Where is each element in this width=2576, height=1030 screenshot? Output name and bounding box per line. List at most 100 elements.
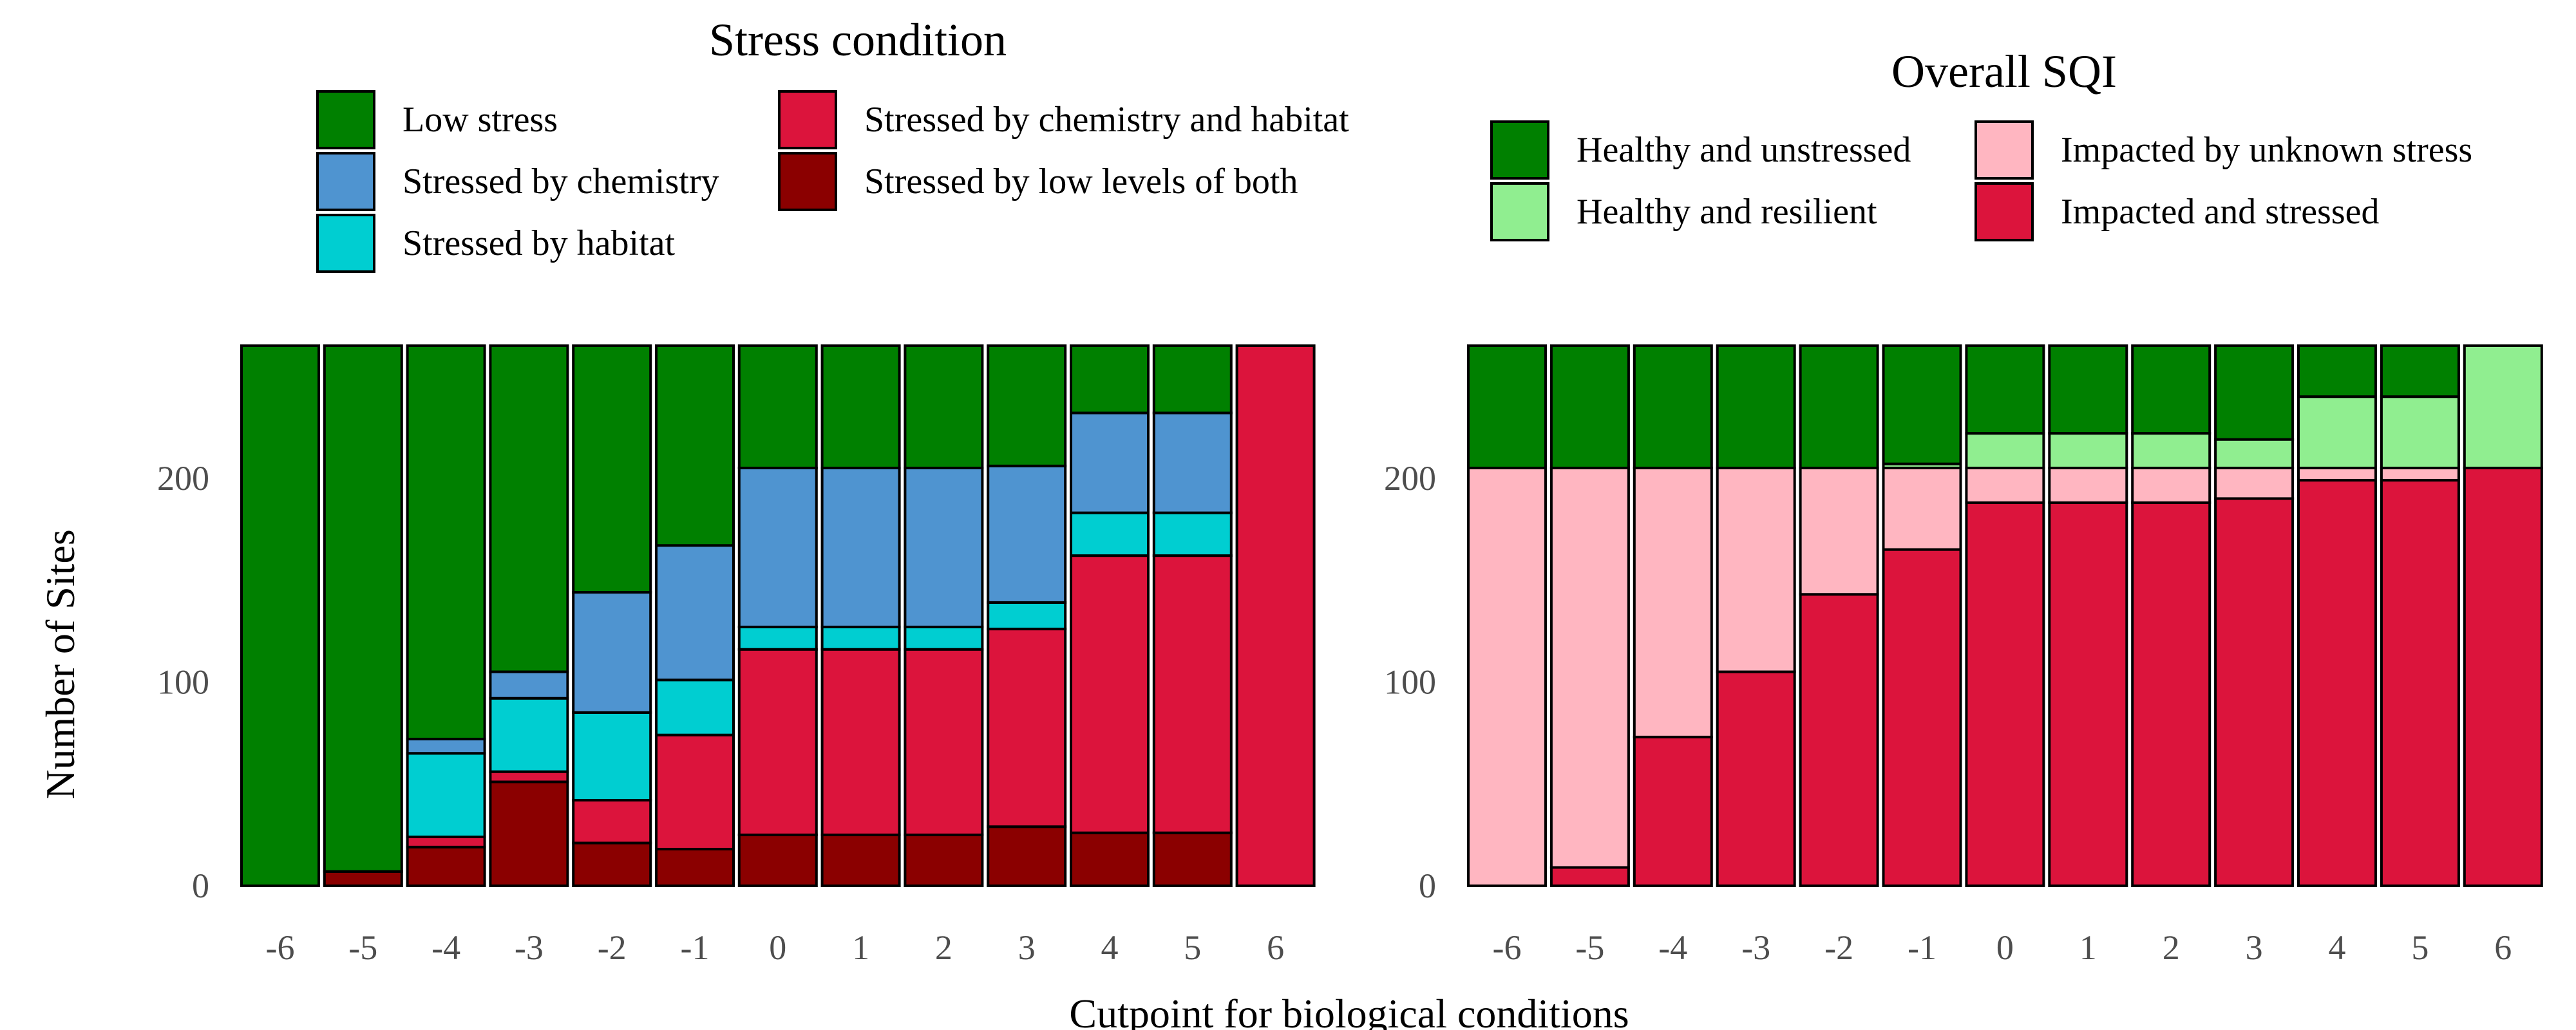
legend-swatch bbox=[1490, 182, 1549, 241]
bar-segment-low-stress bbox=[655, 344, 735, 547]
x-tick-label: 0 bbox=[769, 928, 786, 967]
bar-segment-stressed-by-low-levels-of-both bbox=[406, 845, 486, 888]
x-tick-label: -6 bbox=[266, 928, 295, 967]
legend-swatch bbox=[1490, 120, 1549, 180]
legend-label: Stressed by chemistry bbox=[402, 162, 719, 201]
bar-segment-stressed-by-habitat bbox=[406, 752, 486, 839]
x-tick-label: 3 bbox=[2246, 928, 2263, 967]
x-tick-label: -5 bbox=[348, 928, 377, 967]
bar-segment-stressed-by-habitat bbox=[987, 601, 1067, 631]
x-tick-label: -5 bbox=[1575, 928, 1604, 967]
bar-segment-stressed-by-chemistry bbox=[1152, 411, 1233, 514]
legend-label: Impacted by unknown stress bbox=[2061, 130, 2472, 170]
bar-segment-stressed-by-chemistry bbox=[1070, 411, 1150, 514]
bar-segment-impacted-and-stressed bbox=[2380, 478, 2460, 887]
bar-segment-healthy-and-resilient bbox=[2380, 395, 2460, 469]
bar-segment-healthy-and-resilient bbox=[1965, 432, 2045, 469]
bar-segment-healthy-and-unstressed bbox=[2214, 344, 2295, 441]
bar-segment-impacted-and-stressed bbox=[2131, 501, 2211, 887]
bar-segment-stressed-by-habitat bbox=[737, 625, 818, 651]
legend-label: Low stress bbox=[402, 100, 558, 140]
legend-swatch bbox=[1975, 182, 2034, 241]
bar-segment-low-stress bbox=[737, 344, 818, 469]
y-tick-label: 100 bbox=[1384, 662, 1436, 701]
x-tick-label: 6 bbox=[2494, 928, 2512, 967]
bar-segment-stressed-by-habitat bbox=[489, 697, 569, 773]
x-tick-label: 6 bbox=[1267, 928, 1284, 967]
bar-segment-stressed-by-low-levels-of-both bbox=[904, 833, 984, 887]
x-tick-label: -3 bbox=[515, 928, 544, 967]
legend-swatch bbox=[316, 90, 375, 149]
legend-label: Healthy and resilient bbox=[1577, 192, 1877, 232]
bar-segment-healthy-and-unstressed bbox=[1549, 344, 1630, 469]
bar-segment-impacted-and-stressed bbox=[1882, 548, 1962, 887]
bar-segment-stressed-by-chemistry-and-habitat bbox=[1235, 344, 1316, 887]
bar-segment-stressed-by-habitat bbox=[655, 679, 735, 736]
x-tick-label: -1 bbox=[681, 928, 710, 967]
bar-segment-healthy-and-unstressed bbox=[2048, 344, 2128, 435]
x-tick-label: 5 bbox=[2411, 928, 2429, 967]
legend-label: Impacted and stressed bbox=[2061, 192, 2379, 232]
x-tick-label: 2 bbox=[935, 928, 952, 967]
bar-segment-healthy-and-unstressed bbox=[1965, 344, 2045, 435]
bar-segment-stressed-by-chemistry bbox=[820, 466, 901, 628]
bar-segment-healthy-and-resilient bbox=[2463, 344, 2543, 469]
y-tick-label: 200 bbox=[157, 459, 209, 498]
y-axis-label: Number of Sites bbox=[37, 529, 83, 800]
bar-segment-stressed-by-chemistry-and-habitat bbox=[987, 628, 1067, 829]
bar-segment-stressed-by-low-levels-of-both bbox=[1152, 831, 1233, 887]
bar-segment-impacted-by-unknown-stress bbox=[1467, 466, 1547, 887]
legend-title-stress-condition: Stress condition bbox=[709, 14, 1007, 66]
legend-item-healthy-and-resilient: Healthy and resilient bbox=[1490, 182, 1877, 241]
bar-segment-stressed-by-low-levels-of-both bbox=[737, 833, 818, 887]
bar-segment-stressed-by-low-levels-of-both bbox=[489, 780, 569, 888]
bar-segment-low-stress bbox=[489, 344, 569, 673]
legend-swatch bbox=[778, 90, 837, 149]
bar-segment-impacted-by-unknown-stress bbox=[2131, 466, 2211, 504]
x-tick-label: -4 bbox=[431, 928, 460, 967]
x-tick-label: -4 bbox=[1658, 928, 1687, 967]
legend-swatch bbox=[778, 152, 837, 211]
x-tick-label: 5 bbox=[1184, 928, 1201, 967]
bar-segment-stressed-by-low-levels-of-both bbox=[655, 848, 735, 888]
x-tick-label: -3 bbox=[1741, 928, 1770, 967]
bar-segment-impacted-by-unknown-stress bbox=[2380, 466, 2460, 482]
x-tick-label: 0 bbox=[1996, 928, 2014, 967]
bar-segment-stressed-by-chemistry-and-habitat bbox=[1152, 554, 1233, 834]
bar-segment-stressed-by-low-levels-of-both bbox=[987, 825, 1067, 888]
bar-segment-low-stress bbox=[240, 344, 320, 887]
bar-segment-stressed-by-habitat bbox=[1070, 511, 1150, 557]
bar-segment-impacted-by-unknown-stress bbox=[2214, 466, 2295, 500]
legend-title-overall-sqi: Overall SQI bbox=[1891, 46, 2117, 97]
bar-segment-stressed-by-low-levels-of-both bbox=[572, 841, 652, 887]
bar-segment-stressed-by-chemistry bbox=[987, 464, 1067, 604]
y-tick-label: 100 bbox=[157, 662, 209, 701]
bar-segment-stressed-by-chemistry-and-habitat bbox=[406, 836, 486, 848]
bar-segment-healthy-and-unstressed bbox=[2297, 344, 2377, 398]
x-tick-label: 2 bbox=[2163, 928, 2180, 967]
bar-segment-impacted-by-unknown-stress bbox=[1716, 466, 1796, 673]
x-axis-label: Cutpoint for biological conditions bbox=[1069, 991, 1629, 1030]
bar-segment-stressed-by-habitat bbox=[572, 711, 652, 802]
y-tick-label: 0 bbox=[192, 866, 209, 905]
bar-segment-stressed-by-chemistry bbox=[406, 738, 486, 755]
x-tick-label: -6 bbox=[1493, 928, 1522, 967]
legend-overall-sqi: Healthy and unstressed Healthy and resili… bbox=[1490, 120, 2472, 241]
bar-segment-healthy-and-unstressed bbox=[2131, 344, 2211, 435]
bar-segment-stressed-by-chemistry-and-habitat bbox=[572, 799, 652, 845]
bar-segment-impacted-and-stressed bbox=[1716, 670, 1796, 887]
bar-segment-stressed-by-chemistry-and-habitat bbox=[820, 648, 901, 836]
bar-segment-low-stress bbox=[572, 344, 652, 594]
bar-segment-stressed-by-low-levels-of-both bbox=[1070, 831, 1150, 887]
bar-segment-stressed-by-low-levels-of-both bbox=[820, 833, 901, 887]
bar-segment-stressed-by-low-levels-of-both bbox=[323, 870, 403, 888]
bar-segment-healthy-and-unstressed bbox=[2380, 344, 2460, 398]
bar-segment-impacted-and-stressed bbox=[2297, 478, 2377, 887]
x-tick-label: -2 bbox=[1824, 928, 1853, 967]
legend-label: Healthy and unstressed bbox=[1577, 130, 1911, 170]
y-tick-label: 200 bbox=[1384, 459, 1436, 498]
bar-segment-low-stress bbox=[820, 344, 901, 469]
bar-segment-low-stress bbox=[1070, 344, 1150, 415]
bar-segment-impacted-by-unknown-stress bbox=[1882, 466, 1962, 551]
legend-stress-condition: Low stress Stressed by chemistry Stressed … bbox=[316, 90, 1349, 273]
